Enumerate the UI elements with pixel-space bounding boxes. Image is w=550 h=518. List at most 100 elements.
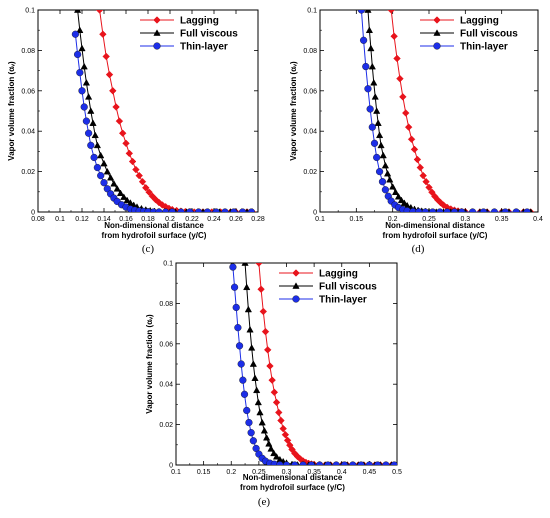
data-point — [230, 208, 238, 212]
data-point — [391, 188, 400, 196]
y-tick-label: 0.1 — [25, 8, 35, 15]
data-point — [394, 192, 403, 200]
data-point — [122, 139, 130, 148]
data-point — [118, 129, 127, 137]
data-point — [379, 151, 387, 159]
data-point — [265, 440, 273, 447]
x-tick-label: 0.26 — [229, 216, 243, 223]
data-point — [307, 461, 315, 465]
data-point — [422, 177, 430, 186]
data-point — [251, 374, 259, 381]
data-point — [155, 198, 163, 207]
data-point — [76, 69, 84, 77]
data-point — [106, 173, 115, 181]
data-point — [436, 208, 444, 212]
data-point — [381, 186, 390, 194]
data-point — [396, 74, 404, 83]
data-point — [249, 360, 257, 367]
data-point — [261, 327, 270, 336]
plot-frame — [37, 9, 259, 213]
x-tick-label: 0.1 — [171, 469, 181, 476]
data-point — [490, 208, 498, 212]
data-point — [279, 424, 287, 433]
legend-marker — [292, 269, 300, 277]
data-point — [110, 180, 118, 187]
data-point — [443, 208, 451, 212]
data-point — [374, 461, 382, 465]
x-tick-label: 0.35 — [307, 469, 321, 476]
x-tick-label: 0.14 — [97, 216, 111, 223]
x-tick-label: 0.15 — [350, 216, 364, 223]
data-point — [102, 52, 110, 61]
data-point — [367, 44, 375, 52]
data-point — [239, 208, 247, 212]
panel-label: (e) — [258, 496, 271, 508]
data-point — [375, 131, 384, 139]
legend-label: Thin-layer — [460, 42, 508, 53]
data-point — [479, 208, 488, 212]
x-tick-label: 0.3 — [460, 216, 470, 223]
data-point — [382, 461, 390, 465]
data-point — [90, 153, 98, 162]
data-point — [272, 453, 281, 460]
data-point — [80, 62, 88, 70]
legend: Lagging Full viscous Thin-layer — [140, 16, 238, 53]
legend-label: Lagging — [180, 16, 219, 27]
data-point — [91, 131, 99, 139]
plot-area — [229, 263, 397, 465]
data-point — [501, 208, 509, 212]
data-point — [84, 93, 93, 100]
y-axis-label: Vapor volume fraction (αᵥ) — [289, 61, 298, 161]
y-tick-label: 0.1 — [163, 261, 173, 268]
y-tick-label: 0.08 — [21, 48, 35, 55]
y-tick-label: 0.06 — [303, 88, 317, 95]
data-point — [100, 159, 108, 167]
legend: Lagging Full viscous Thin-layer — [420, 16, 518, 53]
y-tick-label: 0.08 — [303, 48, 317, 55]
data-point — [262, 434, 271, 441]
x-tick-label: 0.28 — [251, 216, 265, 223]
legend-label: Lagging — [319, 269, 358, 280]
data-point — [375, 168, 384, 176]
series-line — [360, 10, 528, 212]
data-point — [87, 107, 95, 114]
data-point — [95, 10, 104, 14]
x-axis-label-line1: Non-dimensional distance — [104, 221, 204, 230]
y-tick-label: 0.1 — [307, 8, 317, 15]
legend-marker — [153, 42, 161, 50]
x-tick-label: 0.18 — [141, 216, 155, 223]
data-point — [93, 141, 102, 149]
x-tick-label: 0.24 — [207, 216, 221, 223]
data-point — [415, 208, 423, 212]
data-point — [373, 153, 381, 162]
data-point — [277, 416, 285, 425]
data-point — [255, 263, 263, 267]
data-point — [253, 386, 261, 394]
data-point — [254, 398, 262, 406]
data-point — [276, 461, 284, 465]
data-point — [421, 208, 429, 212]
data-point — [389, 183, 397, 190]
data-point — [249, 437, 257, 445]
series-line — [244, 263, 392, 465]
data-point — [383, 169, 392, 177]
data-point — [195, 208, 203, 212]
data-point — [268, 376, 276, 384]
data-point — [340, 461, 349, 465]
data-point — [258, 418, 266, 426]
x-tick-label: 0.08 — [31, 216, 45, 223]
legend-marker — [292, 295, 300, 303]
x-tick-label: 0.5 — [392, 469, 402, 476]
y-tick-label: 0.04 — [159, 382, 173, 389]
data-point — [243, 406, 251, 415]
data-point — [138, 177, 147, 186]
data-point — [82, 117, 91, 125]
y-axis-label: Vapor volume fraction (αᵥ) — [145, 314, 154, 414]
data-point — [291, 461, 299, 465]
plot-area — [357, 10, 535, 212]
data-point — [366, 105, 374, 113]
legend-marker — [292, 282, 300, 289]
data-point — [97, 151, 105, 159]
y-tick-label: 0.04 — [21, 129, 35, 136]
